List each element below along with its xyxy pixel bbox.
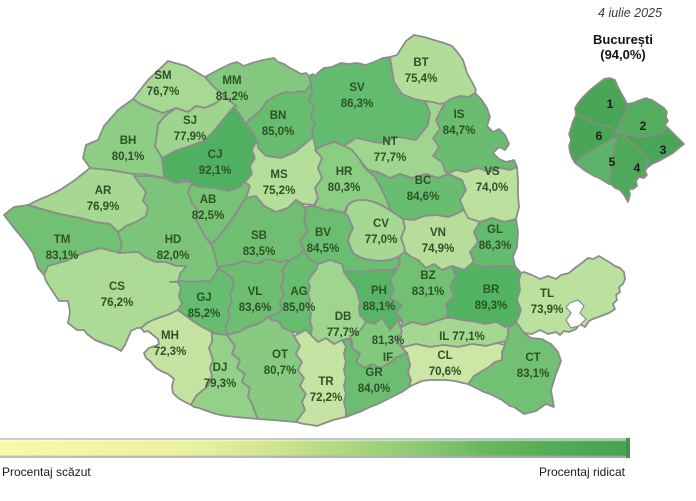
- svg-text:MH: MH: [161, 330, 179, 342]
- svg-text:BN: BN: [270, 110, 287, 122]
- svg-text:83,1%: 83,1%: [412, 286, 445, 298]
- svg-text:6: 6: [596, 129, 603, 143]
- svg-text:MS: MS: [270, 169, 288, 181]
- svg-text:75,4%: 75,4%: [405, 73, 438, 85]
- svg-text:OT: OT: [272, 349, 288, 361]
- svg-text:IS: IS: [454, 109, 465, 121]
- svg-text:83,6%: 83,6%: [239, 302, 272, 314]
- svg-text:74,9%: 74,9%: [422, 243, 455, 255]
- svg-text:TL: TL: [540, 288, 554, 300]
- svg-text:81,2%: 81,2%: [216, 91, 249, 103]
- svg-text:77,7%: 77,7%: [374, 152, 407, 164]
- svg-text:84,7%: 84,7%: [443, 125, 476, 137]
- svg-text:PH: PH: [371, 285, 387, 297]
- svg-text:76,9%: 76,9%: [87, 201, 120, 213]
- svg-text:70,6%: 70,6%: [429, 366, 462, 378]
- svg-text:92,1%: 92,1%: [199, 165, 232, 177]
- svg-text:89,3%: 89,3%: [475, 300, 508, 312]
- svg-text:5: 5: [609, 155, 616, 169]
- svg-text:80,3%: 80,3%: [328, 182, 361, 194]
- svg-text:SB: SB: [251, 230, 267, 242]
- svg-text:DJ: DJ: [213, 362, 228, 374]
- svg-text:84,6%: 84,6%: [407, 191, 440, 203]
- svg-text:72,3%: 72,3%: [154, 346, 187, 358]
- svg-text:BC: BC: [415, 175, 432, 187]
- svg-text:GR: GR: [365, 367, 383, 379]
- svg-text:82,0%: 82,0%: [157, 250, 190, 262]
- svg-text:86,3%: 86,3%: [479, 240, 512, 252]
- svg-text:73,9%: 73,9%: [531, 304, 564, 316]
- svg-text:HD: HD: [165, 234, 182, 246]
- svg-text:4: 4: [634, 161, 641, 175]
- svg-text:SJ: SJ: [183, 115, 197, 127]
- svg-text:AR: AR: [95, 185, 112, 197]
- svg-text:84,5%: 84,5%: [307, 243, 340, 255]
- svg-text:BZ: BZ: [420, 270, 435, 282]
- svg-text:2: 2: [640, 119, 647, 133]
- svg-text:CV: CV: [373, 218, 389, 230]
- svg-text:SV: SV: [349, 82, 365, 94]
- svg-text:77,7%: 77,7%: [327, 327, 360, 339]
- svg-text:GL: GL: [487, 224, 503, 236]
- svg-text:83,1%: 83,1%: [517, 368, 550, 380]
- svg-text:86,3%: 86,3%: [341, 98, 374, 110]
- svg-text:75,2%: 75,2%: [263, 185, 296, 197]
- svg-text:BH: BH: [120, 135, 137, 147]
- svg-text:81,3%: 81,3%: [372, 335, 405, 347]
- svg-text:BT: BT: [413, 57, 428, 69]
- svg-text:82,5%: 82,5%: [192, 210, 225, 222]
- svg-text:83,1%: 83,1%: [46, 250, 79, 262]
- svg-text:IF: IF: [383, 352, 393, 364]
- svg-text:BR: BR: [483, 284, 500, 296]
- svg-text:CS: CS: [109, 281, 125, 293]
- svg-text:DB: DB: [335, 311, 352, 323]
- svg-text:84,0%: 84,0%: [358, 383, 391, 395]
- svg-text:77,0%: 77,0%: [365, 234, 398, 246]
- svg-text:72,2%: 72,2%: [310, 392, 343, 404]
- svg-text:TM: TM: [54, 234, 71, 246]
- svg-text:79,3%: 79,3%: [204, 378, 237, 390]
- svg-text:VL: VL: [248, 286, 263, 298]
- svg-text:88,1%: 88,1%: [363, 301, 396, 313]
- svg-text:CJ: CJ: [208, 149, 223, 161]
- svg-text:85,2%: 85,2%: [188, 308, 221, 320]
- svg-text:85,0%: 85,0%: [283, 302, 316, 314]
- svg-text:77,9%: 77,9%: [174, 131, 207, 143]
- svg-text:VS: VS: [484, 166, 500, 178]
- svg-text:VN: VN: [430, 227, 446, 239]
- svg-text:IL 77,1%: IL 77,1%: [439, 331, 485, 343]
- svg-text:TR: TR: [318, 376, 334, 388]
- svg-text:SM: SM: [154, 70, 171, 82]
- svg-text:HR: HR: [336, 166, 353, 178]
- svg-text:BV: BV: [315, 227, 331, 239]
- svg-text:1: 1: [607, 97, 614, 111]
- svg-text:76,7%: 76,7%: [147, 86, 180, 98]
- svg-text:3: 3: [660, 143, 667, 157]
- svg-text:CL: CL: [437, 350, 452, 362]
- svg-text:CT: CT: [525, 352, 540, 364]
- svg-text:80,1%: 80,1%: [112, 151, 145, 163]
- svg-text:AB: AB: [200, 194, 217, 206]
- svg-text:76,2%: 76,2%: [101, 297, 134, 309]
- svg-text:80,7%: 80,7%: [264, 365, 297, 377]
- svg-text:83,5%: 83,5%: [243, 246, 276, 258]
- svg-text:MM: MM: [222, 75, 241, 87]
- svg-text:74,0%: 74,0%: [476, 182, 509, 194]
- svg-text:85,0%: 85,0%: [262, 126, 295, 138]
- svg-text:GJ: GJ: [196, 292, 211, 304]
- svg-text:NT: NT: [382, 136, 397, 148]
- svg-text:AG: AG: [290, 286, 307, 298]
